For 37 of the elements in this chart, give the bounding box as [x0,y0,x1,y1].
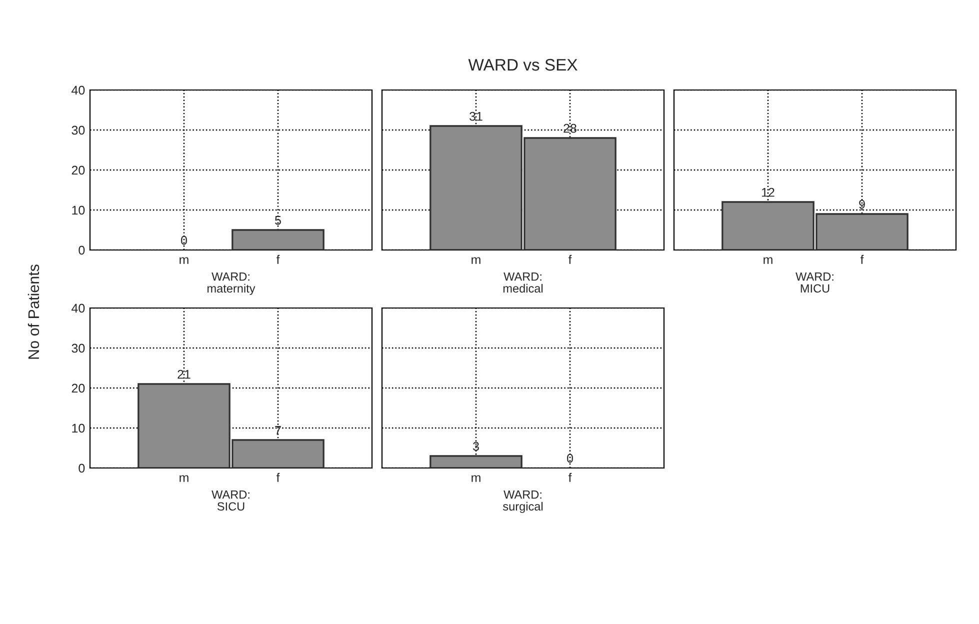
y-tick-label: 20 [72,166,85,175]
x-tick-label: m [472,475,480,482]
x-tick-label: m [764,257,772,264]
y-tick-label: 40 [72,86,85,95]
data-label: 3 [473,442,479,451]
data-label: 0 [181,236,187,245]
data-label: 5 [275,216,281,225]
x-tick-label: f [276,472,280,482]
x-tick-label: m [180,257,188,264]
x-tick-label: f [568,472,572,482]
data-label: 28 [564,124,576,133]
y-tick-label: 10 [72,206,85,215]
data-label: 9 [859,200,865,209]
y-axis-title: No of Patients [28,264,40,359]
x-axis-title: WARD: medical [503,272,543,293]
x-axis-title: WARD: surgical [502,490,543,513]
x-axis-title: WARD: MICU [796,272,834,293]
data-label: 21 [178,370,190,379]
x-axis-title: WARD: maternity [208,272,256,295]
x-tick-label: m [180,475,188,482]
y-tick-label: 0 [78,246,85,255]
y-tick-label: 30 [72,126,85,135]
data-label: 7 [275,426,281,435]
x-tick-label: f [860,254,864,264]
y-tick-label: 0 [78,464,85,473]
y-tick-label: 40 [72,304,85,313]
chart-title: WARD vs SEX [468,58,578,71]
y-tick-label: 20 [72,384,85,393]
data-label: 31 [470,112,482,121]
x-tick-label: f [568,254,572,264]
y-tick-label: 10 [72,424,85,433]
data-label: 0 [567,454,573,463]
x-axis-title: WARD: SICU [212,490,250,511]
x-tick-label: f [276,254,280,264]
y-tick-label: 30 [72,344,85,353]
data-label: 12 [762,188,774,197]
x-tick-label: m [472,257,480,264]
